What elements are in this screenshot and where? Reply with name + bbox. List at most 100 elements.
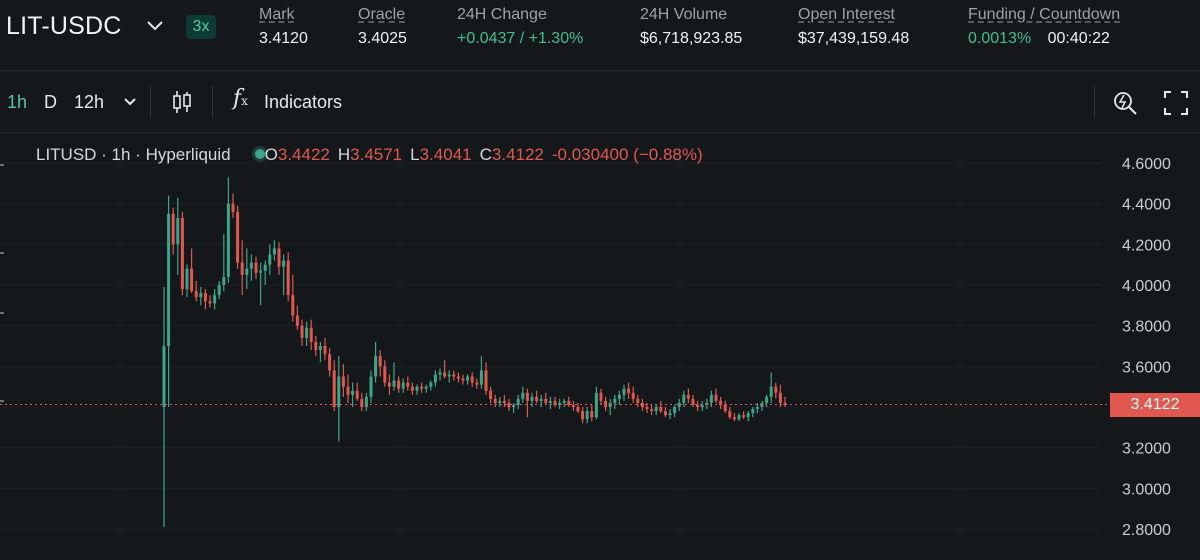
candle-body	[516, 398, 520, 405]
candle-body	[245, 268, 249, 275]
candle-body	[484, 370, 488, 391]
candle-body	[507, 402, 511, 407]
candle-body	[769, 386, 773, 397]
candle-body	[723, 404, 727, 412]
candle-body	[553, 400, 557, 405]
candle-body	[447, 374, 451, 377]
candle-body	[360, 398, 364, 407]
interval-chevron-down-icon[interactable]	[123, 97, 137, 107]
stat-24h-volume-label: 24H Volume	[640, 6, 728, 23]
candle-body	[544, 398, 548, 403]
candle-body	[194, 291, 198, 298]
candle-body	[562, 400, 566, 403]
candle-body	[659, 407, 663, 412]
candle-body	[318, 346, 322, 351]
candle-body	[512, 404, 516, 407]
candle-body	[263, 264, 267, 271]
candle-body	[576, 407, 580, 412]
stat-mark-label: Mark	[259, 6, 295, 23]
candle-body	[604, 400, 608, 407]
candle-body	[456, 376, 460, 379]
candle-body	[636, 398, 640, 403]
candle-body	[567, 400, 571, 405]
candle-body	[461, 378, 465, 381]
candle-body	[203, 293, 207, 302]
legend-high-key: H	[337, 145, 351, 164]
candle-body	[774, 386, 778, 393]
quick-search-icon[interactable]	[1111, 89, 1139, 117]
candle-body	[341, 376, 345, 387]
candle-body	[746, 413, 750, 418]
candle-body	[397, 380, 401, 389]
candle-body	[709, 394, 713, 403]
candle-body	[199, 293, 203, 298]
candle-body	[548, 400, 552, 403]
candle-body	[286, 260, 290, 296]
legend-open-key: O	[264, 145, 278, 164]
candle-body	[645, 407, 649, 410]
candle-body	[346, 386, 350, 395]
candle-body	[383, 366, 387, 383]
funding-rate: 0.0013%	[968, 30, 1032, 47]
candle-body	[355, 390, 359, 399]
stat-open-interest-value: $37,439,159.48	[798, 30, 910, 47]
candle-body	[719, 400, 723, 405]
candle-body	[590, 411, 594, 418]
candle-body	[162, 346, 166, 407]
stat-funding-value: 0.0013% 00:40:22	[968, 30, 1120, 48]
candle-body	[429, 382, 433, 387]
candle-body	[728, 411, 732, 418]
candle-body	[571, 404, 575, 407]
toolbar-divider	[150, 86, 151, 118]
candle-body	[433, 374, 437, 383]
candle-body	[700, 404, 704, 407]
candle-body	[277, 248, 281, 267]
y-axis-tick-label: 3.2000	[1122, 441, 1171, 458]
stat-24h-volume: 24H Volume $6,718,923.85	[640, 6, 742, 48]
candle-body	[783, 402, 787, 405]
candle-body	[673, 407, 677, 414]
candle-body	[282, 260, 286, 267]
legend-open-value: 3.4422	[277, 145, 330, 164]
indicators-button[interactable]: Indicators	[264, 92, 343, 112]
market-symbol[interactable]: LIT-USDC	[6, 12, 122, 40]
interval-d-button[interactable]: D	[44, 92, 57, 112]
candle-body	[627, 388, 631, 393]
candle-body	[300, 325, 304, 338]
fullscreen-icon[interactable]	[1163, 90, 1189, 116]
stat-funding: Funding / Countdown 0.0013% 00:40:22	[968, 6, 1120, 48]
chevron-down-icon[interactable]	[146, 20, 164, 32]
y-axis-tick-label: 4.2000	[1122, 237, 1171, 254]
candle-body	[438, 372, 442, 375]
candle-body	[558, 402, 562, 405]
candle-body	[268, 254, 272, 265]
funding-countdown: 00:40:22	[1047, 30, 1110, 47]
candle-body	[691, 398, 695, 405]
stat-oracle-value: 3.4025	[358, 30, 407, 47]
candle-body	[401, 382, 405, 389]
candle-body	[406, 382, 410, 387]
candle-body	[378, 356, 382, 367]
candle-body	[466, 376, 470, 381]
candlestick-type-icon[interactable]	[171, 89, 193, 115]
candle-body	[208, 301, 212, 304]
candle-body	[535, 396, 539, 401]
stat-mark: Mark 3.4120	[259, 6, 308, 48]
candle-body	[475, 382, 479, 385]
candle-body	[231, 203, 235, 212]
candle-body	[226, 203, 230, 277]
indicators-icon[interactable]: fx	[233, 86, 248, 111]
candle-body	[392, 380, 396, 387]
candle-body	[272, 248, 276, 255]
candle-body	[249, 262, 253, 269]
y-axis-tick-label: 4.0000	[1122, 278, 1171, 295]
candle-body	[295, 315, 299, 326]
candle-body	[751, 409, 755, 414]
interval-1h-button[interactable]: 1h	[7, 92, 28, 112]
candle-body	[640, 402, 644, 407]
leverage-badge[interactable]: 3x	[186, 15, 216, 39]
interval-12h-button[interactable]: 12h	[74, 92, 105, 112]
price-chart[interactable]: 4.6000 4.4000 4.2000 4.0000 3.8000 3.6000 3.40…	[0, 135, 1200, 560]
market-header: LIT-USDC 3x Mark 3.4120 Oracle 3.4025 24…	[0, 0, 1200, 71]
candle-body	[737, 415, 741, 420]
